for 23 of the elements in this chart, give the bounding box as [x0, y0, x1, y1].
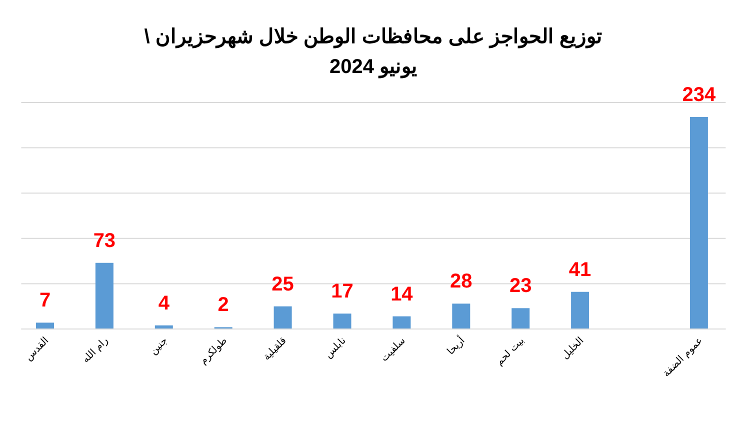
- data-label: 4: [158, 292, 170, 314]
- data-label: 41: [568, 258, 592, 281]
- x-tick-label: القدس: [23, 335, 52, 364]
- data-label: 73: [93, 230, 116, 252]
- x-tick-label: قلقيلية: [261, 335, 290, 363]
- x-tick-label: عموم الضفة: [661, 335, 706, 380]
- data-label: 14: [390, 283, 414, 306]
- x-tick-label: نابلس: [323, 335, 348, 361]
- x-tick-label: رام الله: [80, 335, 111, 366]
- x-tick-label: جنين: [148, 335, 170, 358]
- data-label: 28: [450, 270, 472, 293]
- data-label: 234: [682, 84, 717, 106]
- data-label: 17: [331, 280, 354, 303]
- data-label: 25: [272, 273, 294, 296]
- x-tick-label: أريحا: [444, 334, 468, 358]
- data-label: 2: [218, 294, 229, 316]
- x-tick-label: سلفيت: [379, 335, 408, 364]
- data-label: 7: [39, 290, 51, 312]
- x-tick-label: طولكرم: [198, 335, 230, 367]
- x-tick-label: الخليل: [560, 335, 586, 362]
- x-tick-label: بيت لحم: [494, 335, 527, 368]
- chart-title: توزيع الحواجز على محافظات الوطن خلال شهرحزيران \ يونيو 2024: [143, 25, 604, 80]
- data-label: 23: [509, 275, 532, 298]
